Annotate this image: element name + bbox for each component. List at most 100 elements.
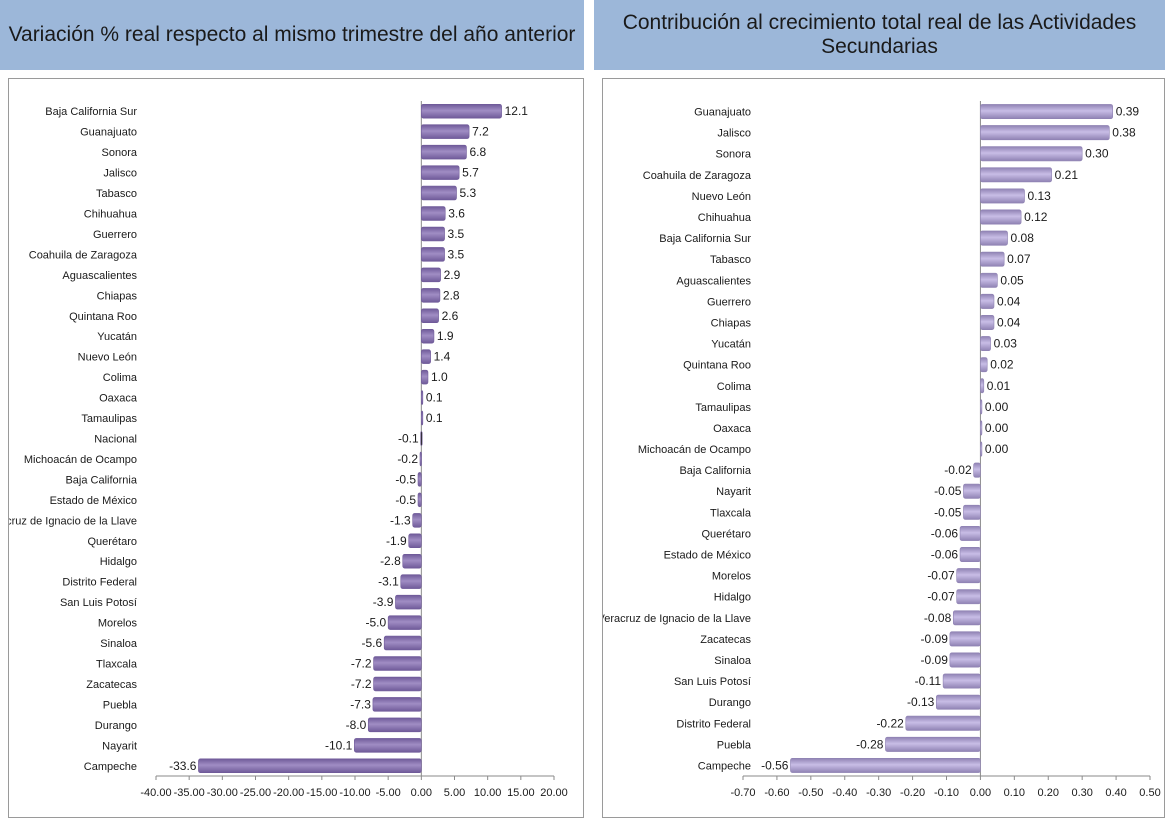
bar-value-label: -3.9 <box>373 595 394 609</box>
bar <box>956 568 981 584</box>
category-label: Oaxaca <box>713 423 752 435</box>
category-label: Michoacán de Ocampo <box>24 454 137 466</box>
left-chart-frame: -40.00 -35.00 -30.00 -25.00 -20.00 -15.00 -10.… <box>8 78 584 818</box>
category-label: Chiapas <box>711 317 752 329</box>
category-label: Distrito Federal <box>62 577 137 589</box>
bar-value-label: -10.1 <box>325 738 353 752</box>
right-panel: Contribución al crecimiento total real d… <box>594 0 1165 818</box>
category-label: Veracruz de Ignacio de la Llave <box>603 613 751 625</box>
bar-value-label: 2.8 <box>443 288 460 302</box>
bar <box>980 167 1052 183</box>
x-tick-label: 10.00 <box>474 787 502 799</box>
category-label: Estado de México <box>664 550 751 562</box>
category-label: Tabasco <box>710 254 751 266</box>
x-tick-label: 0.40 <box>1105 787 1126 799</box>
category-label: Aguascalientes <box>676 275 751 287</box>
bar <box>421 226 445 242</box>
x-tick-label: 15.00 <box>507 787 535 799</box>
bar <box>421 328 435 344</box>
bar <box>421 349 431 364</box>
bar-value-label: 0.30 <box>1085 147 1109 161</box>
bar <box>936 694 981 710</box>
bar-value-label: -0.09 <box>921 632 949 646</box>
bar-value-label: 0.21 <box>1055 168 1079 182</box>
bar-value-label: 0.00 <box>985 421 1009 435</box>
bar-value-label: 0.39 <box>1116 105 1140 119</box>
bar <box>402 553 422 569</box>
category-label: Jalisco <box>717 128 751 140</box>
category-label: Colima <box>103 372 138 384</box>
bar-value-label: -0.07 <box>927 590 955 604</box>
bar <box>980 251 1005 267</box>
bar <box>421 308 439 324</box>
x-tick-label: -15.00 <box>306 787 337 799</box>
bar <box>949 652 981 668</box>
bar-value-label: 5.7 <box>462 166 479 180</box>
category-label: Hidalgo <box>714 592 751 604</box>
category-label: Coahuila de Zaragoza <box>29 249 138 261</box>
bar-value-label: 0.38 <box>1112 126 1136 140</box>
x-tick-label: -0.40 <box>832 787 857 799</box>
bar-value-label: 0.1 <box>426 391 443 405</box>
x-tick-label: -0.50 <box>798 787 823 799</box>
bar <box>421 267 441 283</box>
bar <box>419 451 422 467</box>
bar-value-label: -0.09 <box>921 653 949 667</box>
bar-value-label: -0.06 <box>931 526 959 540</box>
bar-value-label: -5.0 <box>365 616 386 630</box>
bar-value-label: 0.00 <box>985 442 1009 456</box>
category-label: Tlaxcala <box>96 659 138 671</box>
category-label: Chihuahua <box>84 209 138 221</box>
bar <box>952 610 981 626</box>
bar-value-label: -1.3 <box>390 513 411 527</box>
bar <box>395 594 422 610</box>
x-tick-label: -0.70 <box>730 787 755 799</box>
bar <box>421 288 441 303</box>
x-tick-label: 0.00 <box>970 787 991 799</box>
left-panel: Variación % real respecto al mismo trime… <box>0 0 584 818</box>
bar <box>373 676 422 692</box>
category-label: Tamaulipas <box>695 402 751 414</box>
bar-value-label: 12.1 <box>505 104 529 118</box>
bar-value-label: 6.8 <box>469 145 486 159</box>
bar-value-label: -33.6 <box>169 759 197 773</box>
bar-value-label: 0.00 <box>985 400 1009 414</box>
bar-value-label: -0.28 <box>856 737 884 751</box>
category-label: Durango <box>709 697 751 709</box>
bar <box>980 420 983 436</box>
bar-value-label: -0.07 <box>927 569 955 583</box>
bar <box>421 103 502 119</box>
bar <box>383 635 422 651</box>
category-label: Zacatecas <box>700 634 751 646</box>
category-label: Quintana Roo <box>683 360 751 372</box>
category-label: Jalisco <box>103 168 137 180</box>
category-label: Nayarit <box>716 486 751 498</box>
bar <box>959 547 981 562</box>
bar <box>421 390 424 405</box>
category-label: Chihuahua <box>698 212 752 224</box>
bar <box>949 631 981 647</box>
category-label: Sinaloa <box>100 638 138 650</box>
bar-value-label: -7.2 <box>351 677 372 691</box>
bar <box>421 144 467 160</box>
category-label: Nuevo León <box>692 191 751 203</box>
bar-value-label: -1.9 <box>386 534 407 548</box>
bar-value-label: 0.05 <box>1000 273 1024 287</box>
category-label: Sonora <box>716 149 752 161</box>
bar-value-label: 2.6 <box>442 309 459 323</box>
bar-value-label: -7.3 <box>350 697 371 711</box>
bar-value-label: 1.0 <box>431 370 448 384</box>
bar-value-label: -0.22 <box>876 716 904 730</box>
bar-value-label: -0.56 <box>761 758 789 772</box>
right-chart-frame: -0.70 -0.60 -0.50 -0.40 -0.30 -0.20 -0.10 0.00 0… <box>602 78 1165 818</box>
bar-value-label: -0.1 <box>398 432 419 446</box>
category-label: Guanajuato <box>694 107 751 119</box>
category-label: Sonora <box>102 147 138 159</box>
category-label: Guanajuato <box>80 127 137 139</box>
bar <box>980 272 998 288</box>
category-label: Aguascalientes <box>62 270 137 282</box>
bar-value-label: -3.1 <box>378 575 399 589</box>
x-tick-label: 5.00 <box>444 787 465 799</box>
bar-value-label: 3.5 <box>448 227 465 241</box>
bar <box>959 525 981 541</box>
